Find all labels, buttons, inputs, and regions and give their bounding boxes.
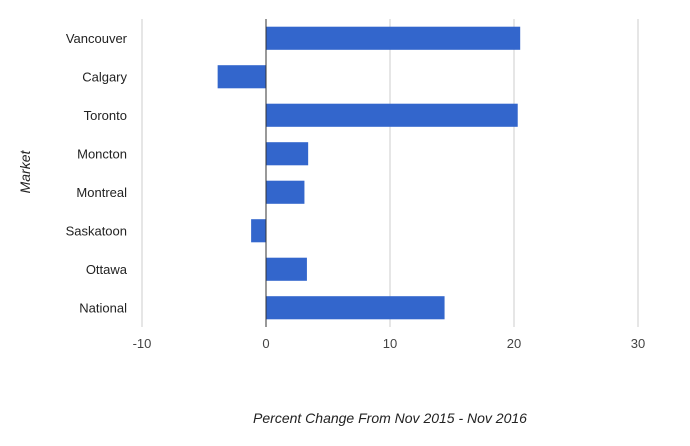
category-label: Ottawa — [86, 262, 128, 277]
category-labels: Vancouver Calgary Toronto Moncton Montreal Sa… — [66, 31, 128, 316]
category-label: Saskatoon — [66, 223, 127, 238]
y-axis-title: Market — [17, 150, 33, 194]
x-tick-label: -10 — [133, 336, 152, 351]
category-label: Moncton — [77, 146, 127, 161]
bar-ottawa — [266, 257, 307, 281]
bar-saskatoon — [251, 219, 266, 243]
category-label: Calgary — [82, 69, 127, 84]
x-tick-label: 30 — [631, 336, 645, 351]
x-tick-label: 0 — [262, 336, 269, 351]
category-label: National — [79, 300, 127, 315]
bar-national — [266, 296, 445, 320]
bar-moncton — [266, 142, 309, 166]
x-axis-title: Percent Change From Nov 2015 - Nov 2016 — [253, 410, 527, 426]
bars — [217, 26, 521, 320]
bar-vancouver — [266, 26, 521, 50]
category-label: Toronto — [84, 108, 127, 123]
x-tick-label: 20 — [507, 336, 521, 351]
x-tick-labels: -10 0 10 20 30 — [133, 336, 646, 351]
bar-montreal — [266, 180, 305, 204]
category-label: Montreal — [76, 185, 127, 200]
category-label: Vancouver — [66, 31, 128, 46]
bar-toronto — [266, 103, 518, 127]
gridlines — [141, 19, 639, 327]
x-tick-label: 10 — [383, 336, 397, 351]
bar-calgary — [217, 65, 266, 89]
